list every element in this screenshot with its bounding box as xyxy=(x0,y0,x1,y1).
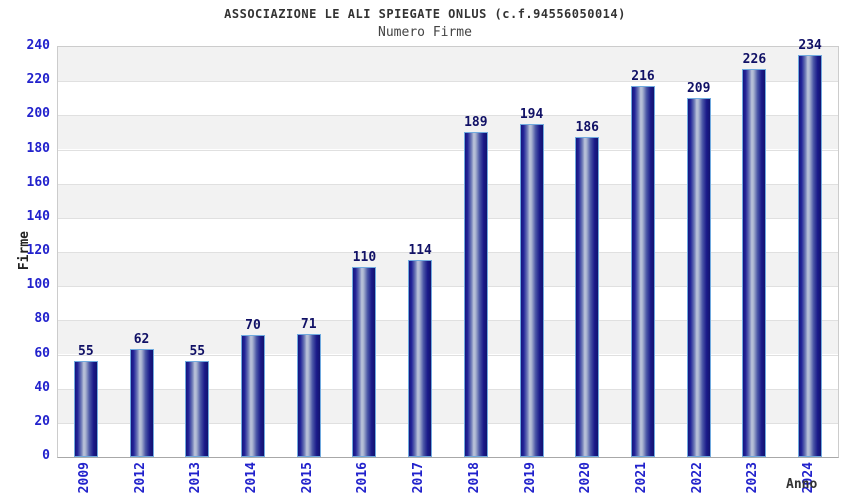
chart-subtitle: Numero Firme xyxy=(378,25,472,40)
background-band xyxy=(58,149,838,184)
x-tick-label: 2015 xyxy=(299,462,315,494)
background-band xyxy=(58,183,838,218)
bar-value-label: 194 xyxy=(519,107,544,122)
bar-value-label: 70 xyxy=(245,318,261,333)
x-tick-label: 2016 xyxy=(355,462,371,494)
bar-value-label: 55 xyxy=(78,344,94,359)
bar-value-label: 234 xyxy=(798,38,822,53)
y-tick-label: 120 xyxy=(26,243,50,258)
bar-2018 xyxy=(463,132,488,457)
bar-2024 xyxy=(798,55,823,457)
bar-value-label: 55 xyxy=(189,344,206,359)
y-tick-label: 220 xyxy=(26,72,50,88)
bar-value-label: 114 xyxy=(408,243,432,258)
y-tick-label: 80 xyxy=(34,311,50,327)
x-tick-label: 2014 xyxy=(244,462,259,494)
gridline xyxy=(58,252,838,253)
x-tick-label: 2009 xyxy=(76,462,92,494)
bar-2013 xyxy=(185,361,210,457)
gridline xyxy=(58,217,838,219)
bar-2023 xyxy=(742,69,767,457)
bar-2015 xyxy=(296,334,321,457)
y-tick-label: 40 xyxy=(34,379,50,395)
bar-2012 xyxy=(129,349,154,457)
gridline xyxy=(58,320,838,322)
y-tick-label: 100 xyxy=(26,277,50,293)
gridline xyxy=(58,149,838,151)
x-tick-label: 2022 xyxy=(689,462,705,494)
bar-value-label: 62 xyxy=(133,332,150,347)
bar-value-label: 186 xyxy=(575,120,600,135)
background-band xyxy=(58,354,838,389)
x-tick-label: 2018 xyxy=(466,462,482,494)
y-tick-label: 240 xyxy=(26,38,50,53)
y-tick-label: 0 xyxy=(42,448,50,463)
y-tick-label: 200 xyxy=(26,106,50,122)
y-tick-label: 160 xyxy=(26,174,50,190)
gridline xyxy=(58,115,838,117)
y-tick-label: 180 xyxy=(26,140,50,156)
gridline xyxy=(58,354,838,356)
x-tick-label: 2012 xyxy=(132,462,148,494)
y-tick-label: 60 xyxy=(34,345,50,361)
bar-2019 xyxy=(519,124,544,457)
x-axis-title: Anno xyxy=(786,477,818,492)
x-tick-label: 2023 xyxy=(745,462,761,494)
bar-2009 xyxy=(73,361,98,457)
x-tick-label: 2021 xyxy=(634,462,649,494)
background-band xyxy=(58,47,838,82)
gridline xyxy=(58,388,838,390)
bar-value-label: 216 xyxy=(631,69,655,84)
bar-value-label: 110 xyxy=(352,250,377,265)
x-tick-label: 2013 xyxy=(188,462,204,494)
y-tick-label: 20 xyxy=(34,413,50,429)
bar-2022 xyxy=(686,98,711,457)
bar-2021 xyxy=(631,86,655,457)
y-tick-label: 140 xyxy=(26,208,50,224)
background-band xyxy=(58,286,838,321)
bar-2020 xyxy=(575,137,600,457)
bar-value-label: 71 xyxy=(300,317,317,332)
bar-value-label: 209 xyxy=(686,81,711,96)
gridline xyxy=(58,286,838,288)
plot-area: 55 62 55 70 71 110 114 189 194 186 216 209 226 234 xyxy=(57,38,839,458)
bar-2016 xyxy=(352,267,377,457)
background-band xyxy=(58,388,838,423)
gridline xyxy=(58,81,838,83)
bar-value-label: 189 xyxy=(464,115,488,130)
x-tick-label: 2019 xyxy=(522,462,538,494)
x-tick-label: 2017 xyxy=(411,462,427,494)
bar-2014 xyxy=(241,335,265,457)
background-band xyxy=(58,422,838,457)
bar-value-label: 226 xyxy=(742,52,767,67)
y-axis-title: Firme xyxy=(17,231,32,271)
bar-2017 xyxy=(408,260,433,457)
gridline xyxy=(58,422,838,424)
x-tick-label: 2020 xyxy=(578,462,594,494)
chart-title: ASSOCIAZIONE LE ALI SPIEGATE ONLUS (c.f.… xyxy=(224,7,626,21)
gridline xyxy=(58,183,838,185)
